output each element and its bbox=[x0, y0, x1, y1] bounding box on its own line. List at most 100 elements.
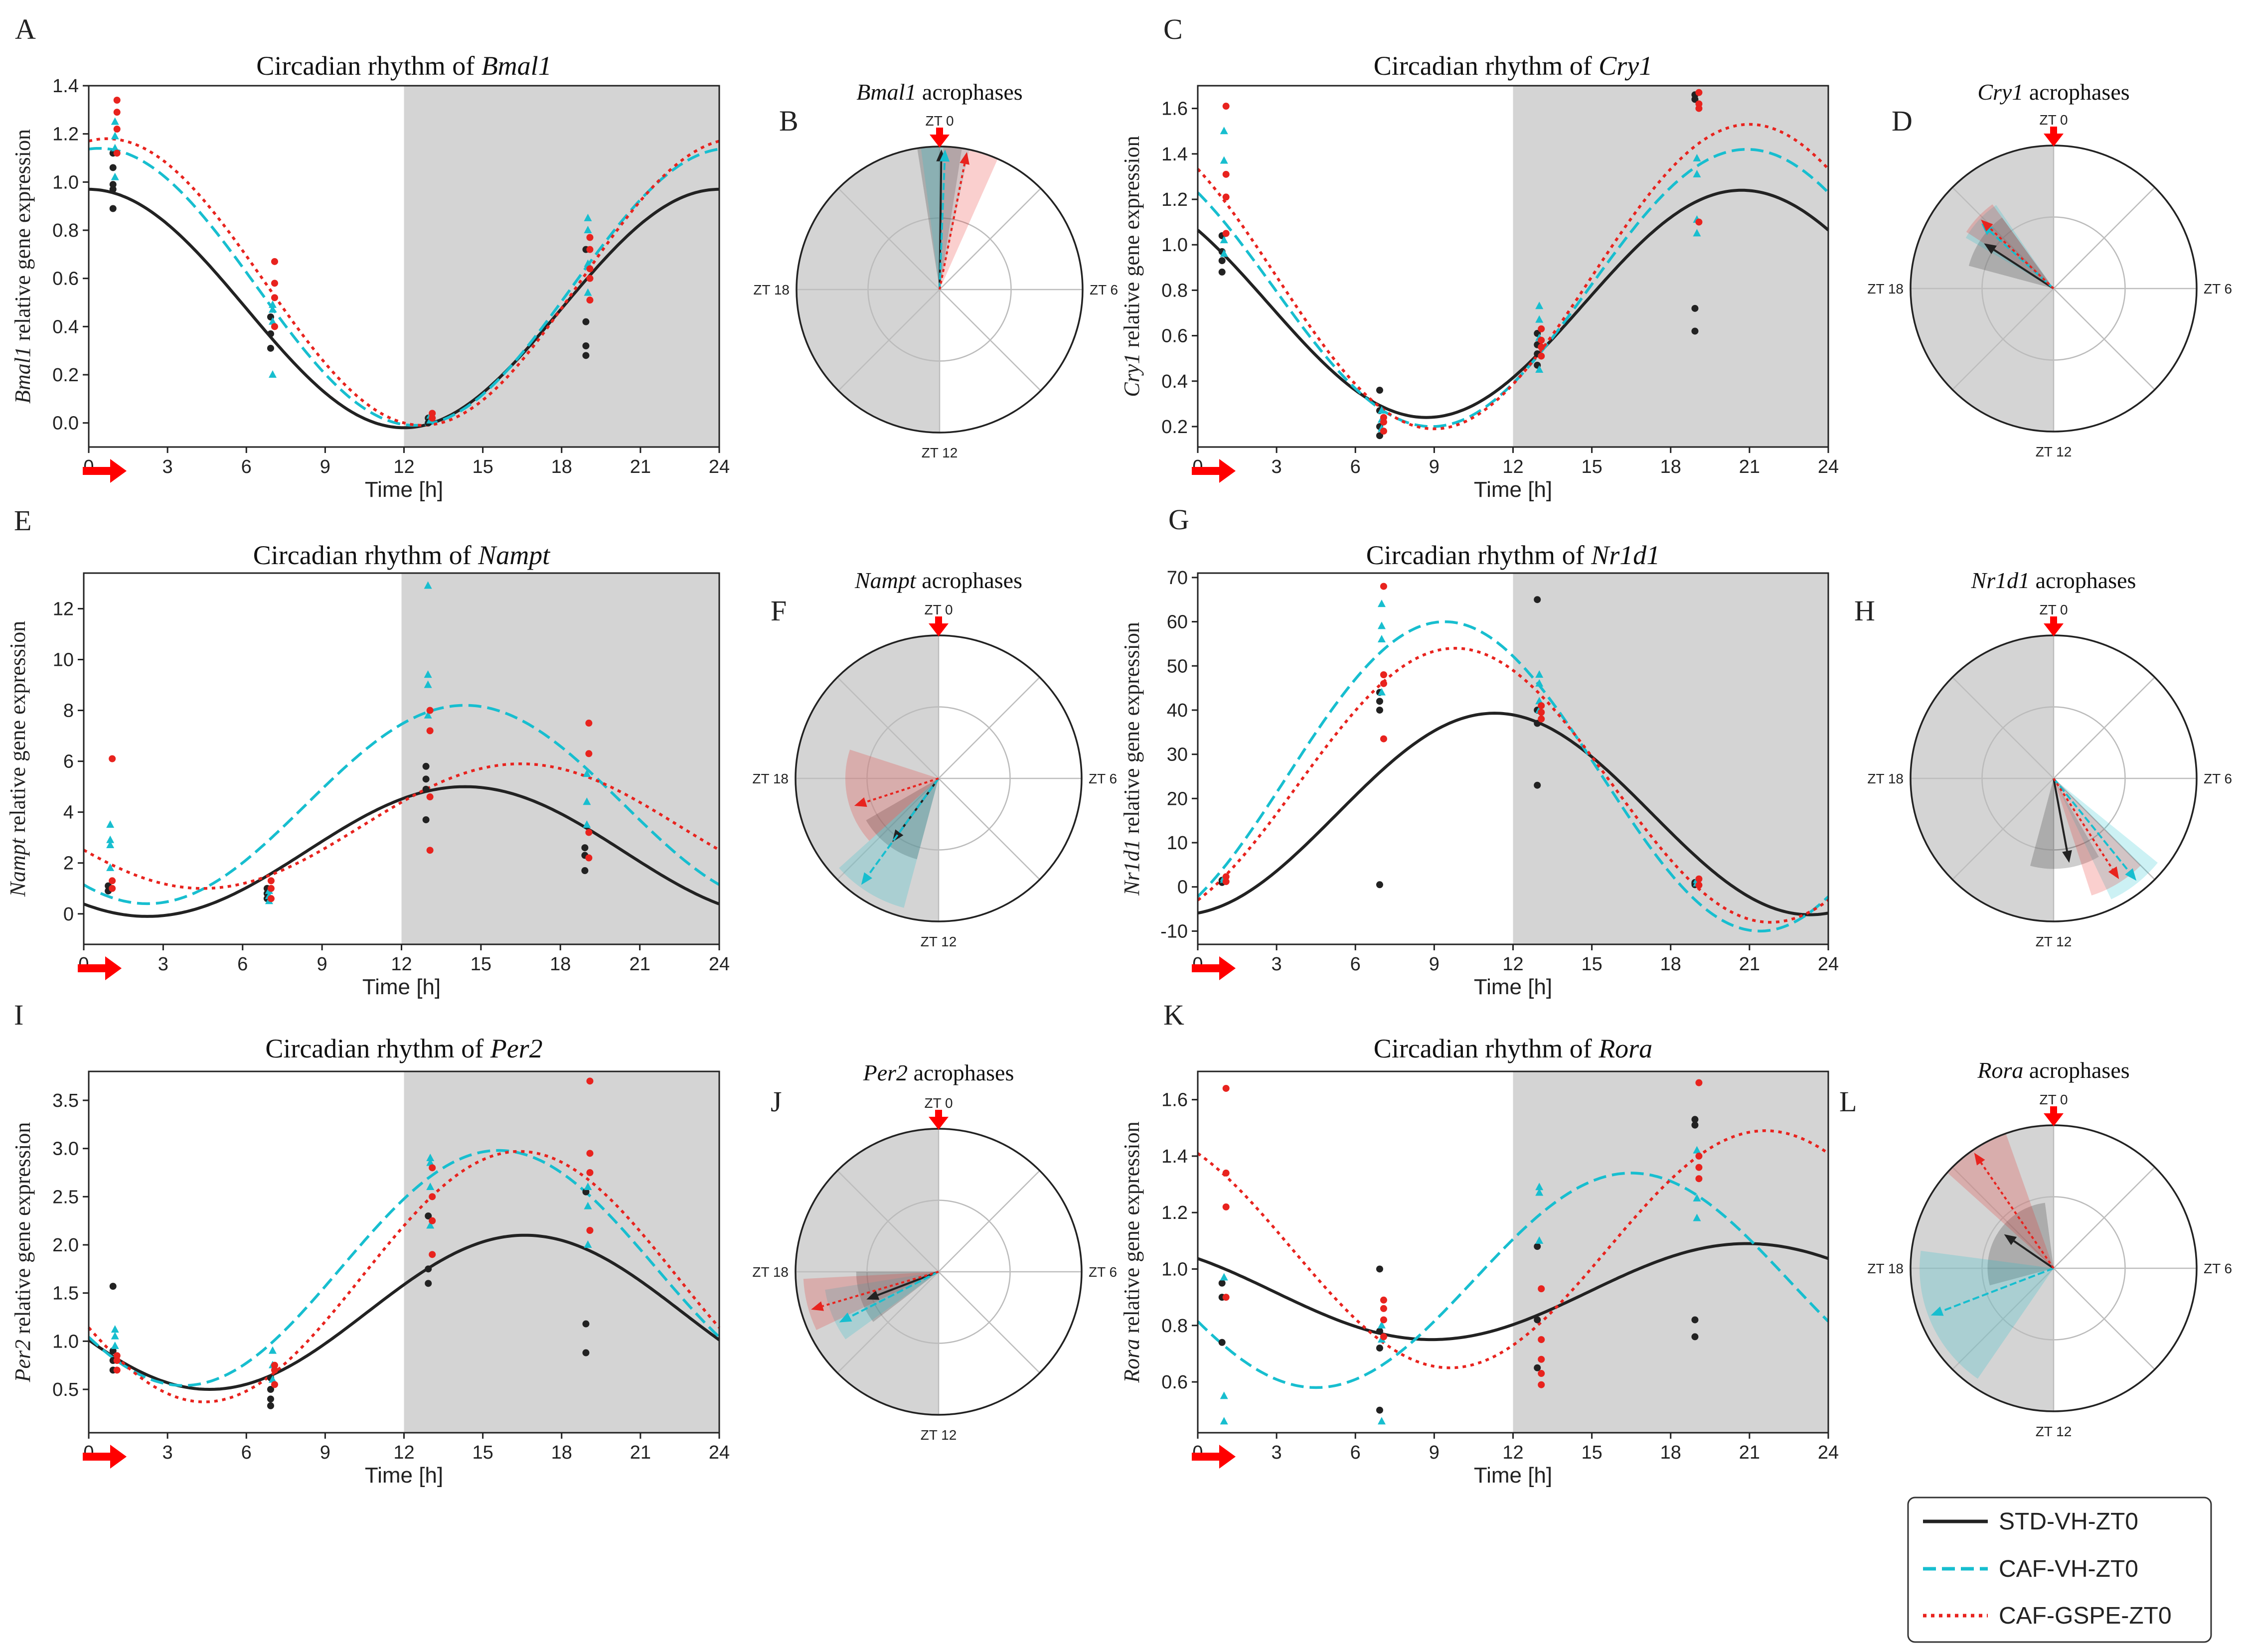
data-point bbox=[271, 258, 278, 265]
x-tick-label: 24 bbox=[709, 456, 730, 477]
data-point bbox=[586, 275, 594, 282]
acrophase-arrow bbox=[2053, 777, 2113, 870]
data-point bbox=[109, 1347, 117, 1354]
y-tick-label: 1.2 bbox=[52, 124, 79, 145]
data-point bbox=[1220, 156, 1228, 164]
data-point bbox=[1538, 1370, 1545, 1377]
y-axis-label-gene: Nampt bbox=[5, 837, 30, 897]
data-point bbox=[1695, 1175, 1703, 1183]
y-tick-label: 70 bbox=[1167, 568, 1188, 589]
legend-box bbox=[1907, 1497, 2212, 1643]
chart-title-prefix: Circadian rhythm of bbox=[265, 1034, 490, 1063]
x-axis-label: Time [h] bbox=[1474, 1463, 1552, 1488]
legend: STD-VH-ZT0 CAF-VH-ZT0 CAF-GSPE-ZT0 bbox=[1907, 1497, 2212, 1643]
y-axis-label-gene: Rora bbox=[1120, 1339, 1144, 1383]
curve-std bbox=[1197, 188, 1829, 419]
data-point bbox=[268, 300, 277, 308]
acrophase-arrow bbox=[2013, 1240, 2055, 1269]
x-tick-label: 15 bbox=[1581, 1442, 1602, 1463]
data-point bbox=[426, 707, 434, 714]
polar-grid-spoke bbox=[838, 289, 940, 391]
data-point bbox=[1376, 387, 1383, 394]
acrophase-arrow bbox=[939, 161, 946, 290]
data-point bbox=[1691, 1116, 1699, 1123]
data-point bbox=[1535, 1236, 1544, 1244]
polar-label-zt6: ZT 6 bbox=[1089, 1264, 1117, 1280]
polar-title: Rora acrophases bbox=[1977, 1057, 2129, 1083]
data-point bbox=[585, 720, 593, 727]
y-axis-label-gene: Cry1 bbox=[1120, 353, 1144, 397]
polar-grid-spoke bbox=[938, 778, 1040, 880]
data-point bbox=[424, 581, 432, 589]
data-point bbox=[582, 1320, 590, 1328]
data-point bbox=[1691, 304, 1699, 312]
data-point bbox=[1218, 1339, 1226, 1346]
data-point bbox=[1222, 873, 1230, 881]
y-tick-label: 12 bbox=[53, 599, 74, 619]
zt0-marker bbox=[2044, 1106, 2064, 1126]
data-point bbox=[267, 1402, 274, 1409]
data-point bbox=[1538, 325, 1545, 332]
panel-letter: B bbox=[779, 105, 799, 137]
panel-letter: K bbox=[1163, 999, 1184, 1031]
panel-letter: G bbox=[1168, 503, 1189, 536]
data-point bbox=[1380, 414, 1387, 421]
curve-caf bbox=[83, 704, 720, 905]
chart-title-gene: Cry1 bbox=[1599, 51, 1652, 81]
data-point bbox=[1534, 1364, 1541, 1371]
x-tick-label: 21 bbox=[1739, 954, 1760, 975]
panel-l: L Rora acrophases ZT 0 ZT 6 ZT 12 ZT 18 bbox=[1839, 1057, 2232, 1439]
x-tick-label: 6 bbox=[1350, 1442, 1361, 1463]
y-axis-label-suffix: relative gene expression bbox=[5, 621, 30, 838]
data-point bbox=[1376, 1328, 1383, 1335]
acrophase-arrow-head bbox=[1984, 243, 1997, 254]
chart-title-prefix: Circadian rhythm of bbox=[1374, 1034, 1599, 1063]
dark-phase-band bbox=[1513, 86, 1828, 447]
polar-label-zt18: ZT 18 bbox=[752, 1264, 789, 1280]
data-point bbox=[422, 762, 430, 770]
acrophase-arrow-head bbox=[940, 149, 950, 162]
polar-grid-spoke bbox=[838, 188, 940, 290]
dark-phase-band bbox=[401, 573, 719, 944]
confidence-wedge bbox=[845, 750, 939, 841]
zt0-arrow bbox=[78, 956, 122, 980]
x-tick-label: 15 bbox=[471, 954, 491, 975]
acrophase-arrow bbox=[849, 1271, 939, 1318]
x-tick-label: 6 bbox=[241, 1442, 252, 1463]
polar-label-zt0: ZT 0 bbox=[2039, 1092, 2068, 1107]
zt0-marker bbox=[930, 128, 950, 148]
x-tick-label: 9 bbox=[320, 456, 330, 477]
acrophase-arrow-head bbox=[2125, 868, 2137, 881]
data-point bbox=[426, 793, 434, 801]
polar-label-zt6: ZT 6 bbox=[1089, 771, 1117, 786]
polar-grid-spoke bbox=[1952, 778, 2054, 880]
x-tick-label: 24 bbox=[1818, 456, 1839, 477]
dark-phase-band bbox=[404, 86, 719, 447]
chart-title-prefix: Circadian rhythm of bbox=[253, 540, 478, 570]
polar-label-zt0: ZT 0 bbox=[924, 602, 953, 617]
acrophase-arrow-head bbox=[960, 152, 969, 165]
data-point bbox=[1220, 1391, 1228, 1399]
polar-grid-spoke bbox=[2053, 288, 2155, 390]
data-point bbox=[1376, 1406, 1383, 1414]
polar-grid-spoke bbox=[938, 1271, 1040, 1373]
data-point bbox=[1377, 621, 1386, 629]
acrophase-arrow-head bbox=[811, 1301, 824, 1311]
data-point bbox=[109, 181, 117, 188]
data-point bbox=[422, 785, 430, 793]
data-point bbox=[271, 1381, 278, 1388]
polar-label-zt12: ZT 12 bbox=[2036, 444, 2072, 459]
dark-phase-band bbox=[404, 1071, 719, 1433]
confidence-wedge bbox=[1987, 1202, 2054, 1286]
data-point bbox=[1691, 327, 1699, 335]
data-point bbox=[582, 318, 590, 325]
legend-label-caf: CAF-VH-ZT0 bbox=[1999, 1556, 2138, 1582]
x-tick-label: 6 bbox=[1350, 954, 1361, 975]
dark-phase-band bbox=[1513, 573, 1828, 944]
data-point bbox=[109, 755, 116, 762]
data-point bbox=[1222, 193, 1230, 201]
data-point bbox=[1538, 343, 1545, 351]
polar-grid-spoke bbox=[2053, 1268, 2155, 1370]
polar-title-suffix: acrophases bbox=[908, 1060, 1014, 1085]
y-tick-label: 3.5 bbox=[52, 1090, 79, 1111]
